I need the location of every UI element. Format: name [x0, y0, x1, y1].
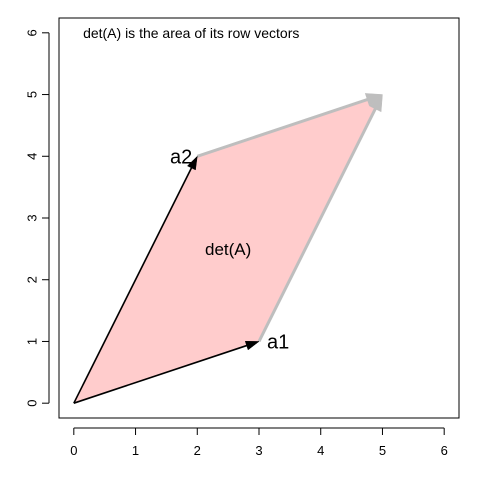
vector-a2-arrowhead — [187, 155, 198, 171]
y-tick-label: 4 — [25, 153, 40, 160]
parallel-edge-3-shaft — [196, 97, 370, 158]
y-tick-label: 2 — [25, 276, 40, 283]
vector-a2-shaft — [73, 165, 194, 404]
y-tick-label: 0 — [25, 400, 40, 407]
vector-label-a2: a2 — [170, 146, 192, 168]
vector-label-a1: a1 — [267, 331, 289, 353]
annotation-text: det(A) is the area of its row vectors — [83, 25, 299, 41]
parallelogram-layer — [73, 94, 383, 404]
x-tick-label: 0 — [70, 443, 77, 458]
x-tick-label: 4 — [317, 443, 324, 458]
x-tick-label: 5 — [379, 443, 386, 458]
vector-a1-shaft — [73, 344, 249, 404]
x-tick-label: 3 — [255, 443, 262, 458]
y-tick-label: 3 — [25, 214, 40, 221]
text-layer: a1 a2 det(A) det(A) is the area of its row … — [83, 25, 299, 354]
x-tick-label: 6 — [441, 443, 448, 458]
y-tick-label: 6 — [25, 29, 40, 36]
y-tick-label: 5 — [25, 91, 40, 98]
vector-a1-arrowhead — [244, 341, 260, 351]
x-tick-label: 1 — [132, 443, 139, 458]
vectors-layer — [73, 93, 384, 404]
parallel-edge-3-arrowhead — [364, 93, 384, 107]
axes-layer: 0 1 2 3 4 5 6 0 1 2 3 4 5 6 — [25, 17, 460, 458]
area-label: det(A) — [205, 240, 251, 259]
x-tick-label: 2 — [194, 443, 201, 458]
parallel-edge-2-shaft — [257, 106, 378, 343]
parallelogram-area — [73, 94, 383, 404]
y-tick-label: 1 — [25, 338, 40, 345]
plot-frame — [58, 17, 460, 419]
